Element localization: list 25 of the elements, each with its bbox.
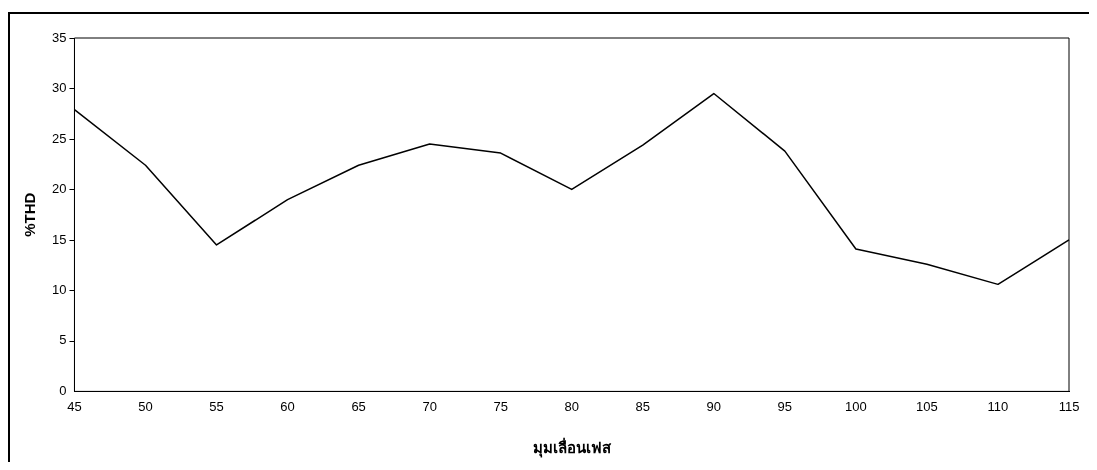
x-tick-label: 85 [635, 399, 651, 415]
x-tick-label: 105 [916, 399, 938, 415]
x-tick-label: 75 [493, 399, 508, 415]
x-tick-label: 95 [777, 399, 793, 415]
y-tick-label: 15 [51, 231, 67, 247]
y-tick-label: 25 [51, 130, 67, 146]
x-tick-label: 60 [280, 399, 295, 415]
x-tick-label: 55 [209, 399, 224, 415]
y-tick-label: 0 [59, 382, 67, 398]
x-tick-label: 80 [564, 399, 579, 415]
x-tick-label: 70 [422, 399, 437, 415]
y-tick-label: 30 [51, 80, 67, 96]
y-axis-title: %THD [21, 192, 39, 237]
y-tick-label: 35 [51, 29, 67, 45]
x-axis-title: มุมเลื่อนเฟส [532, 436, 612, 458]
y-tick-label: 20 [51, 181, 67, 197]
x-tick-label: 45 [67, 399, 82, 415]
x-tick-label: 115 [1058, 399, 1080, 415]
y-tick-label: 5 [59, 332, 67, 348]
x-tick-label: 50 [138, 399, 153, 415]
x-tick-label: 110 [987, 399, 1009, 415]
x-tick-label: 65 [351, 399, 366, 415]
x-tick-label: 100 [845, 399, 867, 415]
x-tick-label: 90 [706, 399, 722, 415]
y-tick-label: 10 [51, 282, 67, 298]
